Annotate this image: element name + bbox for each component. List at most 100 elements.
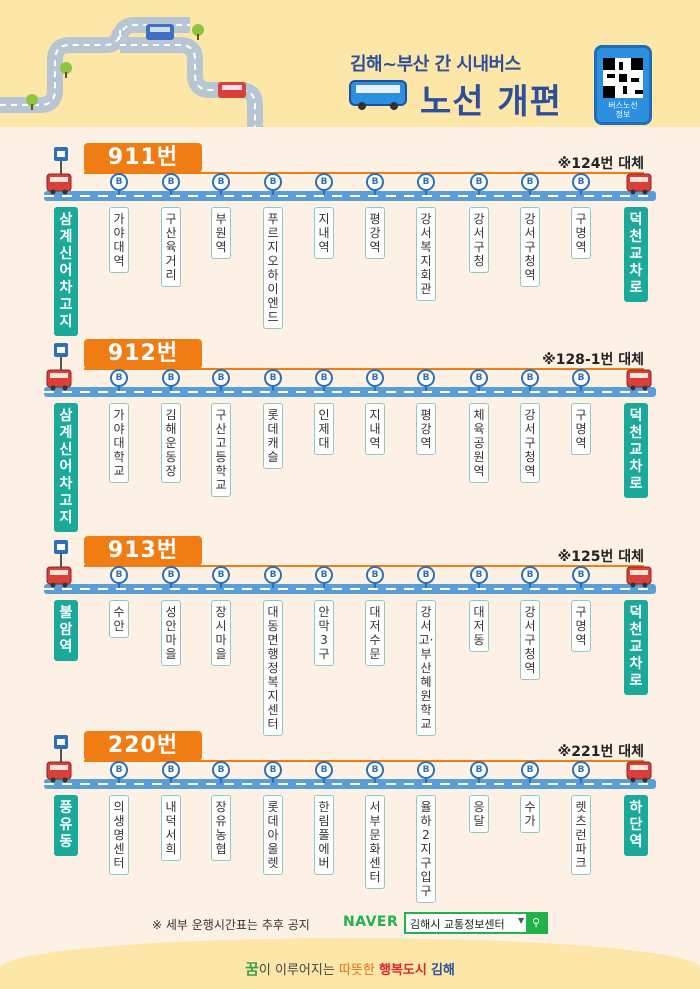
stop-stem [374,582,376,588]
start-terminal: 풍유동 [54,795,78,856]
stop-stem [272,189,274,195]
stop-name: 구산고등학교 [211,403,231,497]
header-subtitle: 김해~부산 간 시내버스 [350,54,521,75]
slogan-dream: 꿈 [245,960,259,978]
slogan-happy: 행복도시 [378,963,427,978]
stop-name: 롯데아울렛 [263,795,283,875]
stop-name: 체육공원역 [469,403,489,483]
stop-name: 지내역 [314,207,334,259]
bus-stop-icon: B [264,369,282,387]
route-track [44,387,656,397]
stop-name: 평강역 [416,403,436,455]
stop-stem [118,189,120,195]
bus-stop-icon: B [162,566,180,584]
stop-stem [478,385,480,391]
stop-name: 구명역 [571,403,591,455]
stop-stem [220,582,222,588]
stop-name: 강서고·부산혜원학교 [416,600,436,736]
stop-name: 가야대역 [109,207,129,273]
route-underline [84,368,644,370]
timetable-note: ※ 세부 운행시간표는 추후 공지 [152,918,310,932]
stop-stem [118,385,120,391]
stop-name: 지내역 [365,403,385,455]
end-bus-icon [626,761,652,783]
stop-stem [220,189,222,195]
header-banner: 김해~부산 간 시내버스 노선 개편 버스노선 정보 [0,0,700,127]
route-track [44,779,656,789]
search-input[interactable]: 김해시 교통정보센터 ▼ ⚲ [404,912,548,934]
stop-name: 가야대학교 [109,403,129,483]
stop-name: 인제대 [314,403,334,455]
stop-stem [580,189,582,195]
stop-name: 평강역 [365,207,385,259]
stop-stem [220,385,222,391]
stop-name: 서부문화센터 [365,795,385,889]
bus-stop-sign-icon [54,540,68,574]
stop-stem [323,777,325,783]
stop-name: 내덕서희 [161,795,181,861]
stop-name: 강서구청 [469,207,489,273]
stop-stem [170,777,172,783]
bus-stop-icon: B [470,566,488,584]
replacement-note: ※221번 대체 [557,744,644,760]
route-number: 912번 [84,339,202,369]
stop-stem [580,777,582,783]
start-bus-icon [46,369,72,391]
start-terminal: 불암역 [54,600,78,661]
stop-name: 부원역 [211,207,231,259]
stop-stem [323,385,325,391]
naver-logo: NAVER [343,914,399,930]
start-terminal: 삼계신어차고지 [54,403,78,532]
slogan-warm: 따뜻한 [338,963,375,978]
stop-name: 성안마을 [161,600,181,666]
stop-name: 대저수문 [365,600,385,666]
stop-name: 강서구청역 [520,207,540,287]
end-terminal: 덕천교차로 [624,207,648,302]
bus-icon [349,80,407,110]
search-query: 김해시 교통정보센터 [410,918,505,931]
stop-name: 대저동 [469,600,489,652]
route-number: 220번 [84,731,202,761]
stop-stem [425,385,427,391]
end-bus-icon [626,173,652,195]
start-bus-icon [46,566,72,588]
stop-stem [580,582,582,588]
stop-stem [272,777,274,783]
stop-stem [425,189,427,195]
route-underline [84,760,644,762]
stop-stem [118,582,120,588]
stop-name: 안막3구 [314,600,334,666]
end-terminal: 하단역 [624,795,648,856]
phone-label: 버스노선 정보 [608,101,638,119]
stop-stem [170,385,172,391]
stop-stem [374,189,376,195]
stop-stem [374,777,376,783]
route-underline [84,565,644,567]
dropdown-caret-icon: ▼ [518,916,525,925]
stop-name: 율하2지구입구 [416,795,436,903]
slogan-mid: 이 이루어지는 [258,963,339,978]
stop-name: 수가 [520,795,540,833]
qr-code-icon[interactable] [603,58,643,98]
end-bus-icon [626,566,652,588]
stop-stem [478,777,480,783]
search-icon[interactable]: ⚲ [526,914,546,932]
stop-stem [425,777,427,783]
replacement-note: ※124번 대체 [557,156,644,172]
bus-stop-icon: B [417,761,435,779]
stop-stem [272,582,274,588]
stop-name: 한림풀에버 [314,795,334,875]
stop-stem [529,385,531,391]
stop-stem [425,582,427,588]
stop-name: 수안 [109,600,129,638]
stop-name: 응달 [469,795,489,833]
stop-name: 강서구청역 [520,403,540,483]
stop-stem [118,777,120,783]
stop-stem [323,582,325,588]
stop-stem [529,777,531,783]
stop-name: 구명역 [571,207,591,259]
route-number: 911번 [84,143,202,173]
phone-qr-icon[interactable]: 버스노선 정보 [594,45,652,125]
stop-stem [529,189,531,195]
stop-name: 대동면행정복지센터 [263,600,283,736]
